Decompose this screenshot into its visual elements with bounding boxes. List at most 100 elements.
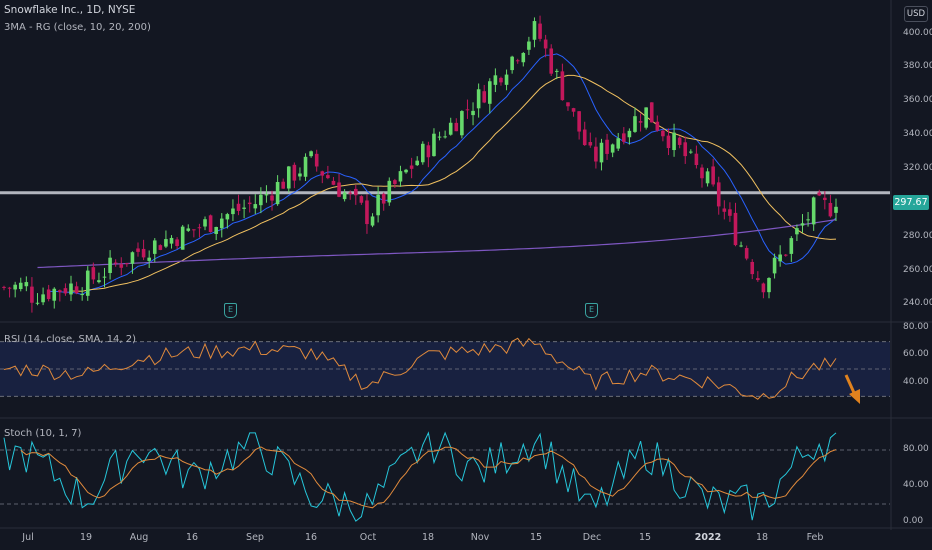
rsi-line bbox=[3, 337, 837, 400]
candle-body bbox=[599, 142, 604, 163]
candle-body bbox=[605, 139, 609, 154]
time-tick-label: 18 bbox=[755, 532, 769, 543]
rsi-tick-label: 60.00 bbox=[903, 349, 929, 360]
candle-body bbox=[108, 257, 112, 273]
candle-body bbox=[543, 39, 548, 49]
candle-body bbox=[125, 263, 129, 265]
candle-body bbox=[141, 248, 146, 258]
rsi-title: RSI (14, close, SMA, 14, 2) bbox=[4, 334, 137, 345]
candle-body bbox=[705, 171, 710, 184]
candle-body bbox=[370, 216, 375, 226]
stoch-tick-label: 80.00 bbox=[903, 444, 929, 454]
candle-body bbox=[253, 204, 258, 209]
candle-body bbox=[158, 245, 163, 250]
candle-body bbox=[214, 226, 218, 234]
candle-body bbox=[644, 107, 648, 128]
candle-body bbox=[58, 290, 62, 293]
arrow-head bbox=[849, 389, 860, 404]
candle-body bbox=[80, 294, 84, 296]
candle-body bbox=[733, 212, 738, 246]
candle-body bbox=[225, 214, 230, 220]
candle-body bbox=[694, 153, 699, 166]
candle-body bbox=[35, 302, 40, 304]
candle-body bbox=[85, 270, 90, 296]
candle-body bbox=[616, 138, 621, 149]
candle-body bbox=[41, 294, 45, 303]
candle-body bbox=[772, 257, 777, 274]
stoch-tick-label: 0.00 bbox=[903, 516, 924, 526]
candle-body bbox=[689, 151, 693, 153]
candle-body bbox=[247, 202, 252, 205]
candle-body bbox=[622, 133, 626, 142]
earnings-icon[interactable]: E bbox=[585, 303, 598, 318]
candle-body bbox=[46, 289, 51, 299]
candle-body bbox=[460, 111, 464, 136]
candle-body bbox=[566, 102, 570, 107]
time-tick-label: Aug bbox=[129, 532, 149, 543]
candle-body bbox=[465, 109, 470, 111]
candle-body bbox=[152, 240, 157, 254]
moving-averages bbox=[37, 53, 837, 295]
candle-body bbox=[91, 267, 96, 280]
candle-body bbox=[806, 219, 810, 221]
candle-body bbox=[493, 75, 498, 85]
candle-body bbox=[571, 108, 576, 112]
candle-body bbox=[800, 223, 805, 226]
candle-body bbox=[661, 130, 665, 137]
earnings-icon[interactable]: E bbox=[224, 303, 237, 318]
candle-body bbox=[376, 194, 380, 216]
candle-body bbox=[817, 192, 822, 196]
price-tick-label: 360.00 bbox=[903, 95, 932, 106]
candle-body bbox=[353, 188, 358, 196]
candle-body bbox=[437, 136, 442, 138]
time-tick-label: Feb bbox=[806, 532, 824, 543]
candle-body bbox=[387, 180, 392, 203]
candle-body bbox=[314, 153, 319, 167]
candle-body bbox=[538, 23, 542, 39]
candle-body bbox=[309, 151, 313, 157]
candle-body bbox=[683, 142, 688, 157]
time-tick-label: 19 bbox=[79, 532, 93, 543]
candle-body bbox=[443, 136, 447, 138]
candle-body bbox=[811, 197, 816, 225]
time-tick-label: Oct bbox=[359, 532, 377, 543]
price-tick-label: 260.00 bbox=[903, 264, 932, 275]
candle-body bbox=[119, 264, 124, 268]
candle-body bbox=[348, 192, 353, 194]
candle-body bbox=[426, 145, 431, 158]
candle-body bbox=[711, 166, 715, 185]
candle-body bbox=[487, 81, 492, 104]
currency-label[interactable]: USD bbox=[904, 6, 928, 22]
price-tick-label: 280.00 bbox=[903, 230, 932, 241]
price-tick-label: 340.00 bbox=[903, 129, 932, 140]
candle-body bbox=[331, 180, 336, 185]
candle-body bbox=[97, 280, 101, 283]
candle-body bbox=[30, 286, 34, 303]
time-tick-label: 18 bbox=[421, 532, 435, 543]
candle-body bbox=[789, 238, 794, 254]
stoch-d-line bbox=[20, 446, 837, 509]
candle-body bbox=[342, 192, 347, 200]
candle-body bbox=[504, 74, 509, 85]
candle-body bbox=[365, 200, 369, 225]
candle-body bbox=[482, 91, 487, 103]
candle-body bbox=[521, 53, 526, 63]
candle-body bbox=[180, 226, 185, 250]
candle-body bbox=[197, 227, 202, 229]
candle-body bbox=[750, 261, 755, 275]
candle-body bbox=[147, 257, 151, 261]
candle-body bbox=[337, 182, 341, 197]
candle-body bbox=[286, 166, 291, 189]
rsi-tick-label: 40.00 bbox=[903, 376, 929, 387]
candle-body bbox=[728, 209, 732, 216]
time-tick-label: Nov bbox=[470, 532, 490, 543]
candle-body bbox=[242, 207, 246, 209]
candle-body bbox=[627, 130, 632, 138]
candle-body bbox=[767, 278, 771, 293]
ma-10-line bbox=[48, 53, 837, 295]
time-tick-label: 16 bbox=[304, 532, 318, 543]
arrow-shaft bbox=[844, 374, 857, 396]
candle-body bbox=[515, 60, 520, 62]
candle-body bbox=[74, 286, 79, 294]
candle-body bbox=[24, 282, 29, 287]
